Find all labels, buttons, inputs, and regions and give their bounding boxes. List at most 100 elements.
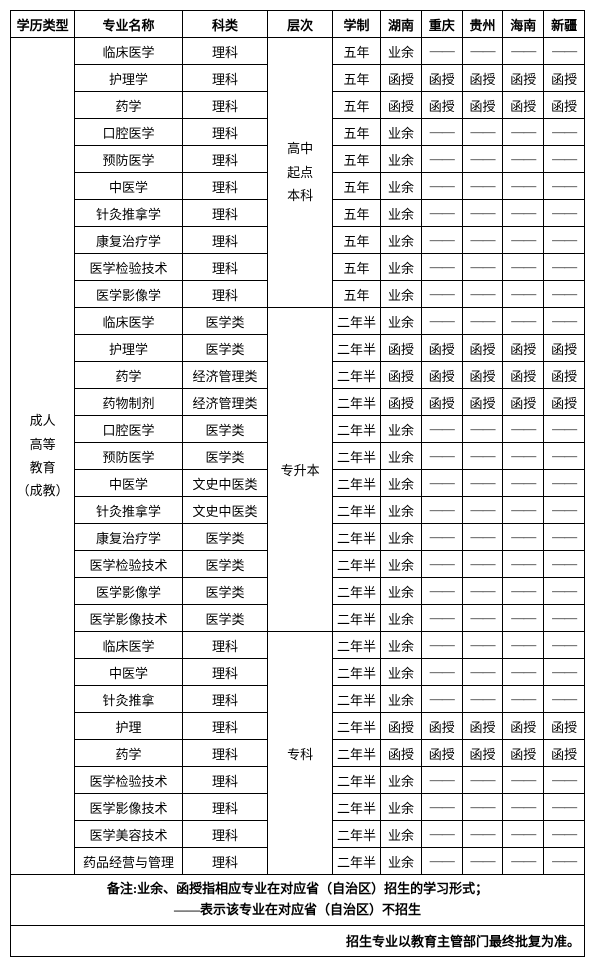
province-cell: 函授 (503, 92, 544, 119)
province-cell: 函授 (421, 92, 462, 119)
major-cell: 预防医学 (75, 443, 182, 470)
province-cell: 函授 (544, 92, 585, 119)
province-cell: 函授 (462, 713, 503, 740)
header-type: 学历类型 (11, 11, 75, 38)
province-cell: —— (421, 659, 462, 686)
major-cell: 针灸推拿学 (75, 200, 182, 227)
duration-cell: 五年 (332, 146, 380, 173)
major-cell: 医学美容技术 (75, 821, 182, 848)
duration-cell: 二年半 (332, 416, 380, 443)
province-cell: —— (544, 794, 585, 821)
major-cell: 药品经营与管理 (75, 848, 182, 875)
notes-row: 备注:业余、函授指相应专业在对应省（自治区）招生的学习形式；——表示该专业在对应… (11, 875, 585, 926)
duration-cell: 二年半 (332, 497, 380, 524)
province-cell: —— (503, 632, 544, 659)
category-cell: 理科 (182, 173, 268, 200)
province-cell: 业余 (381, 551, 422, 578)
duration-cell: 五年 (332, 119, 380, 146)
province-cell: —— (544, 848, 585, 875)
province-cell: 函授 (503, 335, 544, 362)
major-cell: 药学 (75, 740, 182, 767)
province-cell: 函授 (503, 740, 544, 767)
province-cell: —— (462, 659, 503, 686)
duration-cell: 二年半 (332, 848, 380, 875)
province-cell: —— (503, 497, 544, 524)
province-cell: 业余 (381, 686, 422, 713)
major-cell: 医学检验技术 (75, 551, 182, 578)
province-cell: —— (544, 632, 585, 659)
category-cell: 理科 (182, 632, 268, 659)
notes-cell: 备注:业余、函授指相应专业在对应省（自治区）招生的学习形式；——表示该专业在对应… (11, 875, 585, 926)
level-cell: 专升本 (268, 308, 332, 632)
major-cell: 护理 (75, 713, 182, 740)
category-cell: 理科 (182, 38, 268, 65)
major-cell: 康复治疗学 (75, 227, 182, 254)
duration-cell: 五年 (332, 254, 380, 281)
province-cell: 业余 (381, 146, 422, 173)
level-cell: 高中起点本科 (268, 38, 332, 308)
province-cell: —— (503, 578, 544, 605)
duration-cell: 五年 (332, 173, 380, 200)
province-cell: —— (421, 38, 462, 65)
duration-cell: 五年 (332, 65, 380, 92)
province-cell: 函授 (381, 740, 422, 767)
province-cell: 业余 (381, 173, 422, 200)
province-cell: —— (421, 524, 462, 551)
province-cell: —— (503, 551, 544, 578)
province-cell: —— (503, 767, 544, 794)
province-cell: —— (421, 551, 462, 578)
major-cell: 医学影像技术 (75, 605, 182, 632)
duration-cell: 二年半 (332, 767, 380, 794)
province-cell: —— (462, 146, 503, 173)
duration-cell: 二年半 (332, 443, 380, 470)
province-cell: —— (421, 605, 462, 632)
header-category: 科类 (182, 11, 268, 38)
table-row: 临床医学医学类专升本二年半业余———————— (11, 308, 585, 335)
duration-cell: 二年半 (332, 551, 380, 578)
province-cell: —— (503, 524, 544, 551)
province-cell: 函授 (421, 713, 462, 740)
province-cell: —— (544, 767, 585, 794)
province-cell: 函授 (503, 713, 544, 740)
province-cell: —— (544, 578, 585, 605)
province-cell: —— (462, 632, 503, 659)
major-cell: 医学影像学 (75, 578, 182, 605)
level-cell: 专科 (268, 632, 332, 875)
province-cell: —— (462, 686, 503, 713)
province-cell: 函授 (421, 389, 462, 416)
province-cell: —— (462, 281, 503, 308)
major-cell: 医学检验技术 (75, 254, 182, 281)
duration-cell: 二年半 (332, 821, 380, 848)
province-cell: —— (462, 119, 503, 146)
province-cell: —— (503, 470, 544, 497)
header-p1: 湖南 (381, 11, 422, 38)
province-cell: —— (421, 470, 462, 497)
province-cell: —— (421, 227, 462, 254)
major-cell: 医学影像学 (75, 281, 182, 308)
province-cell: 函授 (381, 92, 422, 119)
major-cell: 临床医学 (75, 38, 182, 65)
header-major: 专业名称 (75, 11, 182, 38)
province-cell: —— (462, 308, 503, 335)
province-cell: —— (462, 254, 503, 281)
province-cell: 业余 (381, 794, 422, 821)
duration-cell: 二年半 (332, 794, 380, 821)
category-cell: 理科 (182, 713, 268, 740)
duration-cell: 二年半 (332, 524, 380, 551)
province-cell: 函授 (544, 65, 585, 92)
province-cell: —— (462, 821, 503, 848)
category-cell: 理科 (182, 686, 268, 713)
duration-cell: 二年半 (332, 713, 380, 740)
major-cell: 药物制剂 (75, 389, 182, 416)
duration-cell: 二年半 (332, 470, 380, 497)
province-cell: —— (462, 848, 503, 875)
province-cell: —— (462, 227, 503, 254)
province-cell: —— (544, 470, 585, 497)
province-cell: —— (544, 173, 585, 200)
province-cell: —— (544, 551, 585, 578)
province-cell: —— (503, 173, 544, 200)
province-cell: 业余 (381, 578, 422, 605)
province-cell: 业余 (381, 659, 422, 686)
province-cell: —— (421, 281, 462, 308)
province-cell: —— (421, 794, 462, 821)
